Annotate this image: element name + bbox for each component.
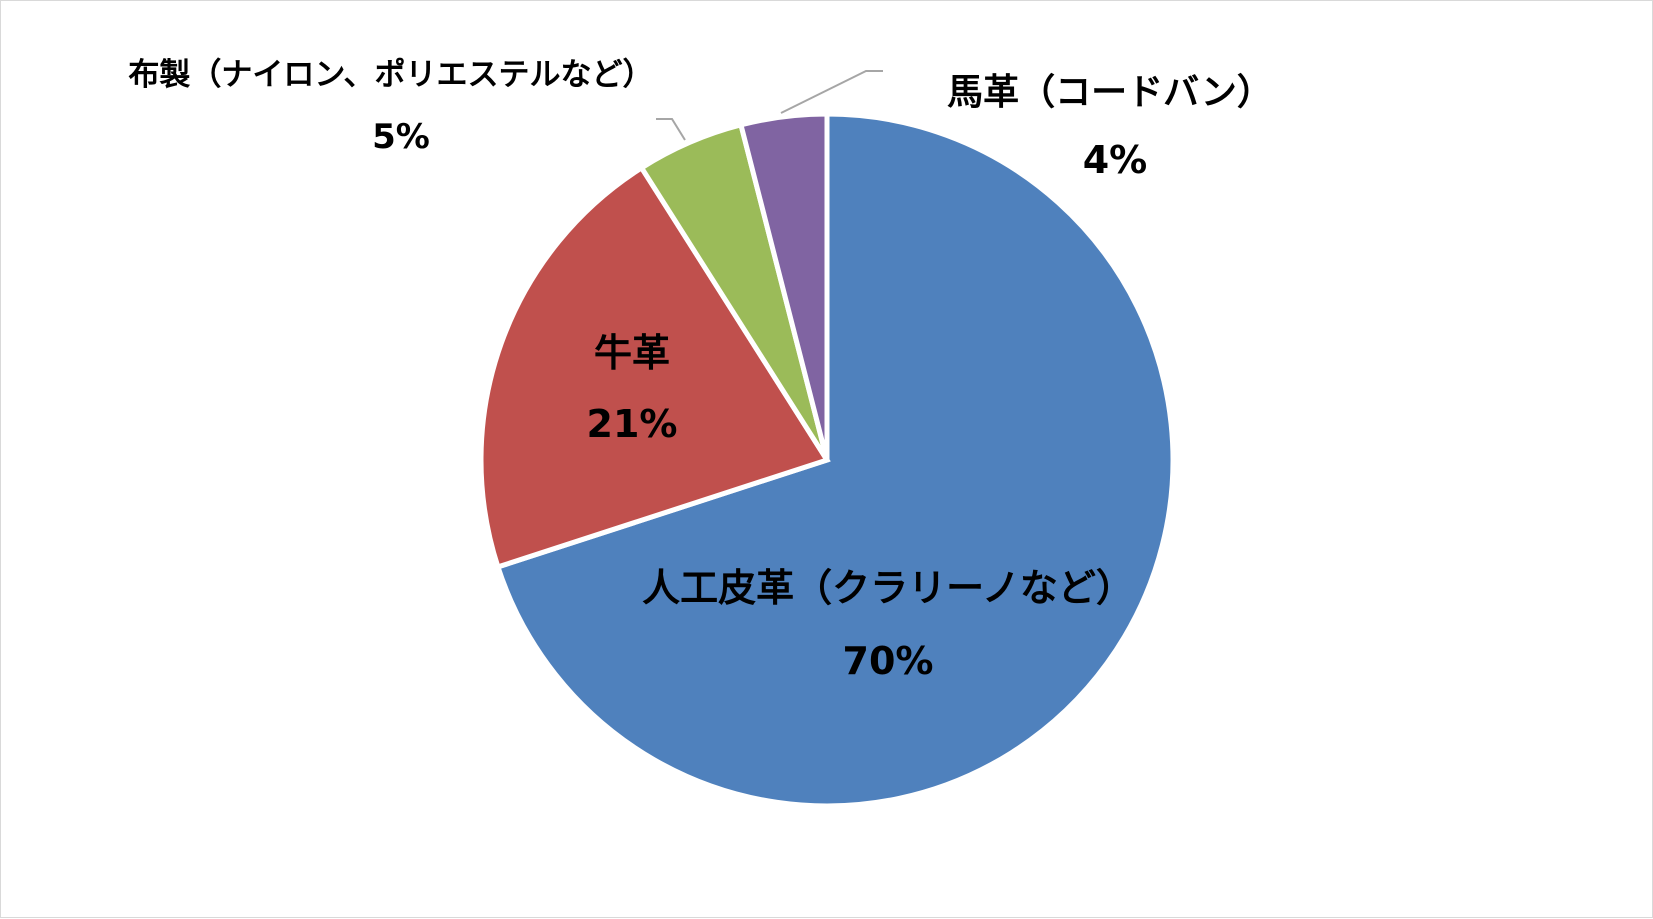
pie-slice-0 [494, 111, 1176, 809]
leader-lines [656, 70, 883, 141]
data-label-category-2: 布製（ナイロン、ポリエステルなど） [128, 57, 653, 93]
data-label-category-0: 人工皮革（クラリーノなど） [642, 566, 1134, 610]
data-label-value-1: 21% [587, 402, 678, 446]
leader-line-3 [780, 70, 883, 114]
data-label-category-3: 馬革（コードバン） [947, 72, 1273, 113]
data-label-category-1: 牛革 [594, 331, 670, 375]
data-label-value-2: 5% [372, 117, 430, 157]
data-label-value-3: 4% [1083, 138, 1148, 182]
data-labels: 人工皮革（クラリーノなど） 70% 牛革 21% 布製（ナイロン、ポリエステルな… [128, 57, 1272, 683]
pie-slice-3 [737, 111, 830, 461]
data-label-value-0: 70% [843, 639, 934, 683]
leader-line-2 [656, 118, 686, 141]
pie-slice-1 [478, 164, 831, 571]
pie-slices [478, 111, 1176, 809]
